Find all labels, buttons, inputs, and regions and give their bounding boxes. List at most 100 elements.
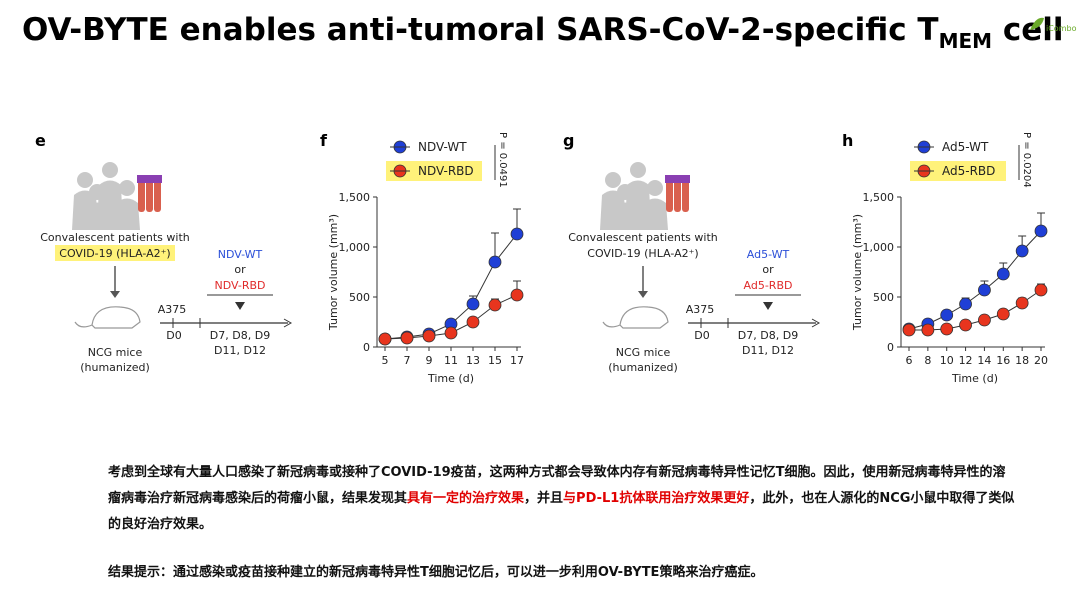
highlight-text: 与PD-L1抗体联用治疗效果更好 [563, 491, 750, 506]
notes: 考虑到全球有大量人口感染了新冠病毒或接种了COVID-19疫苗，这两种方式都会导… [108, 460, 1018, 608]
cell-line: A375 [686, 303, 715, 316]
treatment: NDV-RBD [214, 279, 265, 292]
point [978, 283, 991, 297]
timeline-head [283, 318, 293, 328]
title-main: OV-BYTE enables anti-tumoral SARS-CoV-2-… [22, 12, 939, 48]
point [510, 227, 524, 241]
patients-text: Convalescent patients with [568, 231, 718, 244]
p-value: P = 0.0204 [1021, 132, 1032, 188]
mice-text: (humanized) [80, 361, 150, 374]
x-tick-label: 16 [996, 354, 1010, 367]
point [921, 323, 935, 337]
point [400, 331, 414, 345]
treatment: or [762, 263, 774, 276]
y-axis-label: Tumor volume (mm³) [327, 214, 340, 331]
cell-line: A375 [158, 303, 187, 316]
x-axis-label: Time (d) [951, 372, 998, 385]
point [959, 318, 972, 332]
point [488, 298, 502, 312]
x-tick-label: 7 [404, 354, 411, 367]
person-body [84, 202, 110, 230]
patients-text: COVID-19 (HLA-A2⁺) [587, 247, 698, 260]
triangle [763, 302, 773, 310]
panel-label: f [320, 131, 328, 150]
vial-cap [673, 175, 682, 183]
highlight-text: 具有一定的治疗效果 [407, 491, 525, 506]
x-tick-label: 8 [924, 354, 931, 367]
treatment: Ad5-RBD [744, 279, 793, 292]
y-tick-label: 1,000 [863, 241, 895, 254]
arrow-head [638, 291, 648, 298]
vial-cap [145, 175, 154, 183]
x-tick-label: 6 [906, 354, 913, 367]
person-body [114, 198, 140, 230]
day: D0 [694, 329, 709, 342]
days: D11, D12 [214, 344, 266, 357]
point [378, 332, 392, 346]
person-body [642, 198, 668, 230]
x-tick-label: 18 [1015, 354, 1029, 367]
triangle [235, 302, 245, 310]
point [488, 255, 502, 269]
person-head [119, 180, 135, 196]
person-head [102, 162, 118, 178]
point [940, 308, 954, 322]
y-tick-label: 1,000 [339, 241, 371, 254]
paragraph: 结果提示：通过感染或疫苗接种建立的新冠病毒特异性T细胞记忆后，可以进一步利用OV… [108, 565, 764, 580]
legend-label: NDV-RBD [418, 164, 474, 178]
text: ，并且 [524, 491, 564, 506]
point [444, 326, 458, 340]
mouse-icon [74, 306, 141, 329]
x-tick-label: 11 [444, 354, 458, 367]
vial-cap [665, 175, 674, 183]
point [959, 297, 972, 311]
person-head [647, 180, 663, 196]
vial-cap [153, 175, 162, 183]
vial [674, 180, 681, 212]
point [510, 288, 524, 302]
x-tick-label: 10 [940, 354, 954, 367]
vial [666, 180, 673, 212]
days: D7, D8, D9 [738, 329, 798, 342]
person-body [612, 202, 638, 230]
mice-text: (humanized) [608, 361, 678, 374]
point [1034, 283, 1048, 297]
x-tick-label: 5 [382, 354, 389, 367]
x-tick-label: 14 [977, 354, 991, 367]
vial [682, 180, 689, 212]
days: D11, D12 [742, 344, 794, 357]
text: ，此外，也在人源化的NCG小鼠中取得了类似的良好治疗效果。 [108, 491, 1015, 532]
vial-cap [137, 175, 146, 183]
panel-label: h [842, 131, 853, 150]
p-value: P = 0.0491 [497, 132, 508, 188]
days: D7, D8, D9 [210, 329, 270, 342]
title-end: cell [992, 12, 1063, 48]
mice-text: NCG mice [88, 346, 143, 359]
point [978, 313, 991, 327]
patients-text: COVID-19 (HLA-A2⁺) [59, 247, 170, 260]
x-axis-label: Time (d) [427, 372, 474, 385]
mouse-icon [602, 306, 669, 329]
treatment: Ad5-WT [747, 248, 790, 261]
y-tick-label: 0 [887, 341, 894, 354]
treatment: or [234, 263, 246, 276]
text: 考虑到全球有大量人口感染了新冠病毒或接种了COVID-19疫苗，这两种方式都会导… [108, 465, 1006, 506]
vial [146, 180, 153, 212]
y-tick-label: 500 [349, 291, 370, 304]
point [902, 323, 916, 337]
logo-leaf [1030, 17, 1044, 30]
point [940, 322, 954, 336]
point [422, 329, 436, 343]
legend-label: Ad5-RBD [942, 164, 995, 178]
x-tick-label: 15 [488, 354, 502, 367]
y-tick-label: 0 [363, 341, 370, 354]
paragraph: 考虑到全球有大量人口感染了新冠病毒或接种了COVID-19疫苗，这两种方式都会导… [108, 460, 1018, 538]
legend-highlight [386, 161, 482, 181]
point [1034, 224, 1048, 238]
panel-label: e [35, 131, 46, 150]
person-head [89, 184, 105, 200]
day: D0 [166, 329, 181, 342]
timeline-head [811, 318, 821, 328]
person-head [630, 162, 646, 178]
